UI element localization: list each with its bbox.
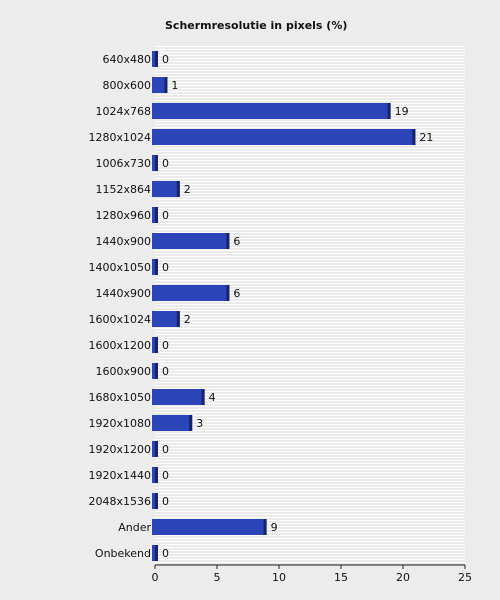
- category-label: Onbekend: [95, 547, 151, 560]
- bar-edge: [226, 233, 230, 249]
- category-label: 2048x1536: [89, 495, 152, 508]
- category-label: 1600x1200: [89, 339, 152, 352]
- category-label: 1920x1440: [89, 469, 152, 482]
- bar-edge: [155, 545, 158, 561]
- data-label: 2: [184, 313, 191, 326]
- data-label: 0: [162, 157, 169, 170]
- bar: [152, 129, 416, 145]
- category-label: 1440x900: [96, 287, 152, 300]
- bar-edge: [176, 181, 180, 197]
- bar-edge: [201, 389, 205, 405]
- bar-edge: [412, 129, 416, 145]
- bar-edge: [155, 259, 158, 275]
- data-label: 0: [162, 339, 169, 352]
- data-label: 0: [162, 261, 169, 274]
- x-tick-label: 5: [214, 571, 221, 584]
- data-label: 3: [196, 417, 203, 430]
- bar-edge: [155, 207, 158, 223]
- bar-edge: [176, 311, 180, 327]
- x-tick-label: 10: [272, 571, 286, 584]
- bar: [152, 389, 205, 405]
- bar: [152, 233, 230, 249]
- bar-edge: [226, 285, 230, 301]
- bar: [152, 415, 193, 431]
- bar: [152, 181, 180, 197]
- data-label: 0: [162, 469, 169, 482]
- data-label: 0: [162, 547, 169, 560]
- category-label: 1024x768: [96, 105, 152, 118]
- bar: [152, 77, 168, 93]
- bar-edge: [263, 519, 267, 535]
- category-label: 1280x1024: [89, 131, 152, 144]
- category-label: 1680x1050: [89, 391, 152, 404]
- data-label: 0: [162, 209, 169, 222]
- bar: [152, 285, 230, 301]
- data-label: 19: [395, 105, 409, 118]
- category-label: 1920x1200: [89, 443, 152, 456]
- data-label: 4: [209, 391, 216, 404]
- bar-edge: [155, 441, 158, 457]
- bar-edge: [387, 103, 391, 119]
- bar-edge: [155, 51, 158, 67]
- data-label: 0: [162, 53, 169, 66]
- data-label: 21: [419, 131, 433, 144]
- bar-edge: [155, 337, 158, 353]
- x-tick-label: 20: [396, 571, 410, 584]
- data-label: 0: [162, 495, 169, 508]
- category-label: 1920x1080: [89, 417, 152, 430]
- bar-edge: [155, 493, 158, 509]
- x-tick-label: 25: [458, 571, 472, 584]
- data-label: 1: [171, 79, 178, 92]
- data-label: 0: [162, 443, 169, 456]
- data-label: 6: [233, 287, 240, 300]
- data-label: 6: [233, 235, 240, 248]
- bar: [152, 103, 391, 119]
- category-label: 1440x900: [96, 235, 152, 248]
- bar-edge: [155, 467, 158, 483]
- bar-edge: [155, 363, 158, 379]
- bar-edge: [155, 155, 158, 171]
- bar-edge: [189, 415, 193, 431]
- bar: [152, 311, 180, 327]
- x-tick-label: 0: [152, 571, 159, 584]
- category-label: 1600x900: [96, 365, 152, 378]
- category-label: 1400x1050: [89, 261, 152, 274]
- category-label: 1280x960: [96, 209, 152, 222]
- category-label: 1152x864: [96, 183, 152, 196]
- category-label: 800x600: [102, 79, 151, 92]
- category-label: Ander: [118, 521, 151, 534]
- x-tick-label: 15: [334, 571, 348, 584]
- category-label: 1600x1024: [89, 313, 152, 326]
- data-label: 0: [162, 365, 169, 378]
- bar-edge: [164, 77, 168, 93]
- category-label: 640x480: [102, 53, 151, 66]
- category-label: 1006x730: [96, 157, 152, 170]
- chart-title: Schermresolutie in pixels (%): [165, 19, 347, 32]
- bar: [152, 519, 267, 535]
- data-label: 9: [271, 521, 278, 534]
- data-label: 2: [184, 183, 191, 196]
